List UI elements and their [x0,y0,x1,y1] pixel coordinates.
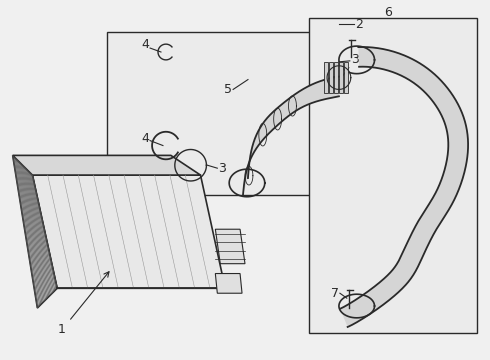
Text: 7: 7 [331,287,339,300]
Text: 2: 2 [355,18,363,31]
Bar [329,62,333,93]
Text: 3: 3 [351,53,359,66]
Text: 5: 5 [224,83,232,96]
Bar [324,62,328,93]
Polygon shape [13,156,200,175]
Text: 1: 1 [58,272,109,336]
Bar [309,18,477,333]
Bar [339,62,343,93]
Bar [344,62,348,93]
Polygon shape [13,156,57,308]
Polygon shape [215,229,245,264]
Text: 4: 4 [141,132,149,145]
Polygon shape [107,32,344,195]
Bar [334,62,338,93]
Text: 4: 4 [141,38,149,51]
Polygon shape [32,175,225,288]
Polygon shape [340,47,468,327]
Text: 3: 3 [219,162,226,175]
Polygon shape [215,274,242,293]
Polygon shape [243,77,339,195]
Text: 7: 7 [331,75,339,88]
Text: 6: 6 [385,6,392,19]
